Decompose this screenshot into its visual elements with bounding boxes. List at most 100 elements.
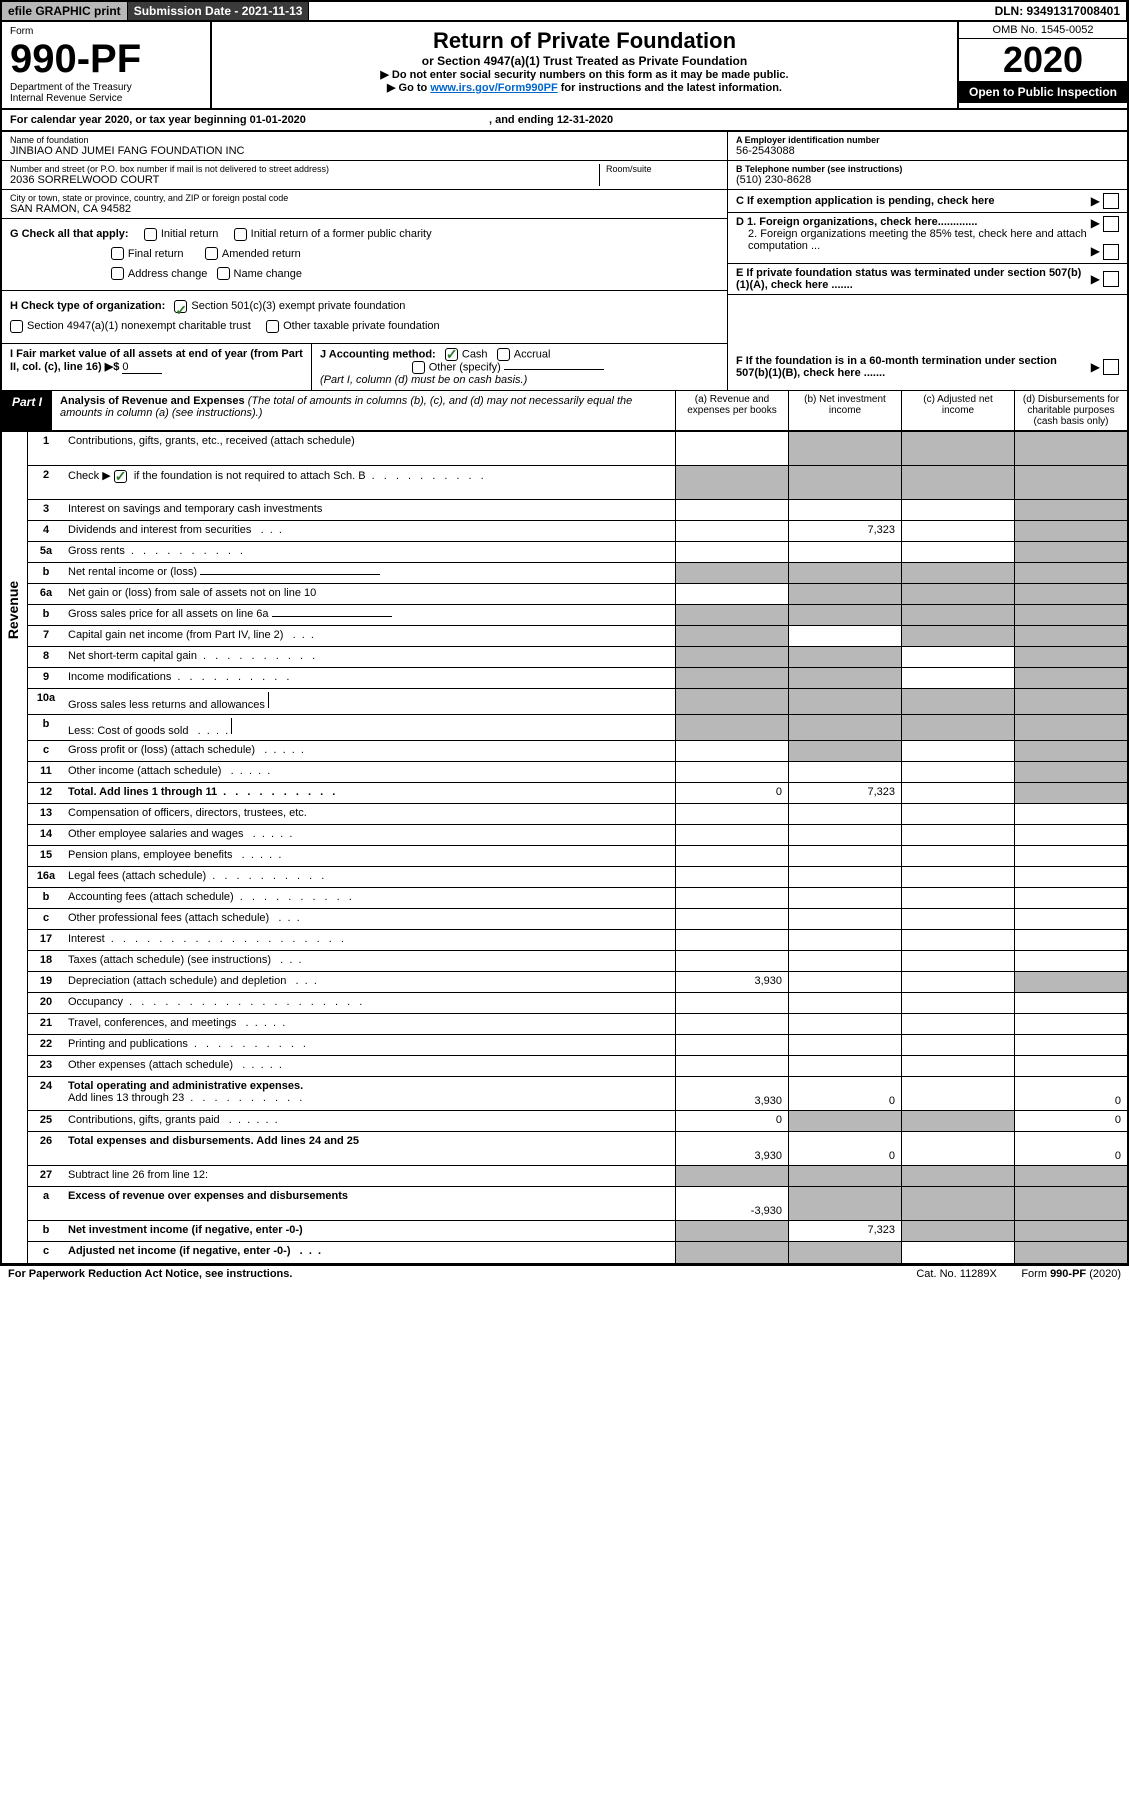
- info-block: Name of foundation JINBIAO AND JUMEI FAN…: [0, 132, 1129, 344]
- calendar-year: For calendar year 2020, or tax year begi…: [0, 110, 1129, 132]
- dln: DLN: 93491317008401: [989, 2, 1127, 20]
- r26-d: 0: [1014, 1132, 1127, 1165]
- r14: Other employee salaries and wages . . . …: [64, 825, 675, 845]
- name-label: Name of foundation: [10, 135, 719, 145]
- ein-label: A Employer identification number: [736, 135, 1119, 145]
- r25-a: 0: [675, 1111, 788, 1131]
- cal-begin: For calendar year 2020, or tax year begi…: [10, 114, 306, 126]
- h-label: H Check type of organization:: [10, 300, 165, 312]
- h-row: H Check type of organization: Section 50…: [2, 291, 727, 344]
- g-initial-former: Initial return of a former public charit…: [251, 228, 432, 240]
- schb-check[interactable]: [114, 470, 127, 483]
- ein-val: 56-2543088: [736, 145, 1119, 157]
- arrow-icon: ▶: [1091, 216, 1100, 230]
- r27c: Adjusted net income (if negative, enter …: [64, 1242, 675, 1263]
- j-note: (Part I, column (d) must be on cash basi…: [320, 374, 527, 386]
- form-subtitle: or Section 4947(a)(1) Trust Treated as P…: [218, 54, 951, 68]
- arrow-icon: ▶: [1091, 272, 1100, 286]
- r16a: Legal fees (attach schedule): [64, 867, 675, 887]
- room-label: Room/suite: [606, 164, 719, 174]
- i-val: 0: [122, 361, 162, 374]
- side-labels: Revenue Operating and Administrative Exp…: [2, 432, 28, 1263]
- r27a-a: -3,930: [675, 1187, 788, 1220]
- form-title: Return of Private Foundation: [218, 28, 951, 54]
- col-d: (d) Disbursements for charitable purpose…: [1014, 391, 1127, 430]
- r13: Compensation of officers, directors, tru…: [64, 804, 675, 824]
- j-label: J Accounting method:: [320, 348, 436, 360]
- note2: ▶ Go to www.irs.gov/Form990PF for instru…: [218, 81, 951, 94]
- foundation-addr: 2036 SORRELWOOD COURT: [10, 174, 599, 186]
- r5a: Gross rents: [64, 542, 675, 562]
- initial-former-check[interactable]: [234, 228, 247, 241]
- phone-label: B Telephone number (see instructions): [736, 164, 1119, 174]
- r9: Income modifications: [64, 668, 675, 688]
- c-check[interactable]: [1103, 193, 1119, 209]
- efile-btn[interactable]: efile GRAPHIC print: [2, 2, 128, 20]
- r24: Total operating and administrative expen…: [64, 1077, 675, 1110]
- g-address: Address change: [128, 268, 208, 280]
- r10c: Gross profit or (loss) (attach schedule)…: [64, 741, 675, 761]
- col-b: (b) Net investment income: [788, 391, 901, 430]
- 501c3-check[interactable]: [174, 300, 187, 313]
- top-bar: efile GRAPHIC print Submission Date - 20…: [0, 0, 1129, 22]
- r16b: Accounting fees (attach schedule): [64, 888, 675, 908]
- r25-d: 0: [1014, 1111, 1127, 1131]
- arrow-icon: ▶: [1091, 244, 1100, 258]
- d1-check[interactable]: [1103, 216, 1119, 232]
- h-501c3: Section 501(c)(3) exempt private foundat…: [191, 300, 405, 312]
- r6b: Gross sales price for all assets on line…: [64, 605, 675, 625]
- part1-label: Part I: [2, 391, 52, 430]
- cal-end: , and ending 12-31-2020: [489, 114, 613, 126]
- c-label: C If exemption application is pending, c…: [736, 195, 1091, 207]
- tax-year: 2020: [959, 39, 1127, 81]
- j-other: Other (specify): [429, 361, 501, 373]
- part1-title: Analysis of Revenue and Expenses: [60, 395, 245, 407]
- f-check[interactable]: [1103, 359, 1119, 375]
- r8: Net short-term capital gain: [64, 647, 675, 667]
- accrual-check[interactable]: [497, 348, 510, 361]
- e-check[interactable]: [1103, 271, 1119, 287]
- city-label: City or town, state or province, country…: [10, 193, 719, 203]
- j-cash: Cash: [462, 348, 488, 360]
- side-revenue: Revenue: [5, 581, 21, 639]
- g-row: G Check all that apply: Initial return I…: [2, 219, 727, 291]
- dept: Department of the Treasury: [10, 82, 202, 93]
- r4: Dividends and interest from securities .…: [64, 521, 675, 541]
- r24-b: 0: [788, 1077, 901, 1110]
- g-final: Final return: [128, 248, 184, 260]
- submission-btn[interactable]: Submission Date - 2021-11-13: [128, 2, 310, 20]
- d2-check[interactable]: [1103, 244, 1119, 260]
- cash-check[interactable]: [445, 348, 458, 361]
- phone-val: (510) 230-8628: [736, 174, 1119, 186]
- name-check[interactable]: [217, 267, 230, 280]
- r11: Other income (attach schedule) . . . . .: [64, 762, 675, 782]
- r20: Occupancy: [64, 993, 675, 1013]
- arrow-icon: ▶: [1091, 360, 1100, 374]
- r12-a: 0: [675, 783, 788, 803]
- r22: Printing and publications: [64, 1035, 675, 1055]
- irs-link[interactable]: www.irs.gov/Form990PF: [430, 82, 557, 94]
- f-label: F If the foundation is in a 60-month ter…: [736, 355, 1091, 379]
- other-acct-check[interactable]: [412, 361, 425, 374]
- footer: For Paperwork Reduction Act Notice, see …: [0, 1265, 1129, 1282]
- col-a: (a) Revenue and expenses per books: [675, 391, 788, 430]
- r4-b: 7,323: [788, 521, 901, 541]
- col-c: (c) Adjusted net income: [901, 391, 1014, 430]
- inspection: Open to Public Inspection: [959, 81, 1127, 103]
- r16c: Other professional fees (attach schedule…: [64, 909, 675, 929]
- r24-a: 3,930: [675, 1077, 788, 1110]
- r1: Contributions, gifts, grants, etc., rece…: [64, 432, 675, 465]
- r3: Interest on savings and temporary cash i…: [64, 500, 675, 520]
- address-check[interactable]: [111, 267, 124, 280]
- final-check[interactable]: [111, 247, 124, 260]
- g-name: Name change: [234, 268, 303, 280]
- 4947-check[interactable]: [10, 320, 23, 333]
- other-tax-check[interactable]: [266, 320, 279, 333]
- amended-check[interactable]: [205, 247, 218, 260]
- footer-cat: Cat. No. 11289X: [916, 1268, 997, 1280]
- initial-check[interactable]: [144, 228, 157, 241]
- r6a: Net gain or (loss) from sale of assets n…: [64, 584, 675, 604]
- r19-a: 3,930: [675, 972, 788, 992]
- r5b: Net rental income or (loss): [64, 563, 675, 583]
- section-ijf: I Fair market value of all assets at end…: [0, 344, 1129, 391]
